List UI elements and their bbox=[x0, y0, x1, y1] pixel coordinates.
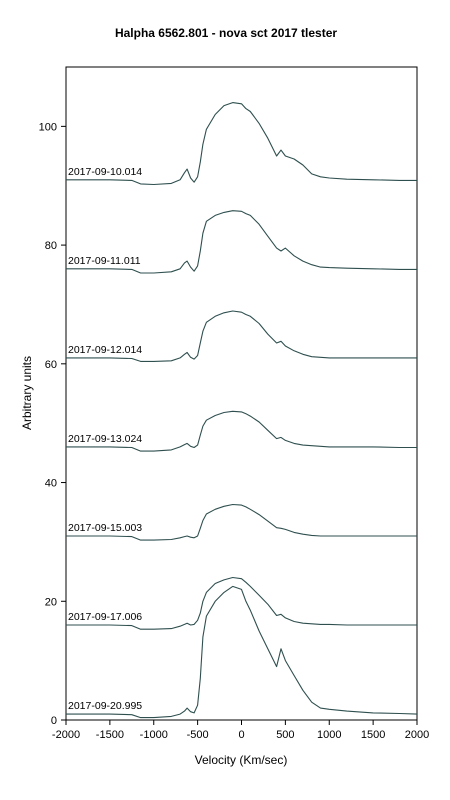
x-tick-label: 1000 bbox=[317, 729, 341, 741]
x-tick-label: -500 bbox=[187, 729, 209, 741]
spectra-labels: 2017-09-10.014 2017-09-11.011 2017-09-12.0… bbox=[68, 166, 142, 712]
spectrum-date-label: 2017-09-13.024 bbox=[68, 433, 142, 445]
axis-ticks: -2000 -1500 -1000 -500 0 500 1000 1500 2000 0 20 40… bbox=[39, 121, 430, 741]
y-tick-label: 100 bbox=[39, 121, 57, 133]
spectrum-date-label: 2017-09-12.014 bbox=[68, 344, 142, 356]
spectrum-date-label: 2017-09-20.995 bbox=[68, 700, 142, 712]
spectrum-line bbox=[66, 210, 417, 274]
chart-title: Halpha 6562.801 - nova sct 2017 tlester bbox=[115, 26, 337, 40]
spectra-series bbox=[66, 102, 418, 719]
y-tick-label: 40 bbox=[45, 478, 57, 490]
x-tick-label: -1500 bbox=[96, 729, 124, 741]
spectrum-line bbox=[66, 585, 418, 719]
x-tick-label: -1000 bbox=[140, 729, 168, 741]
x-tick-label: 500 bbox=[276, 729, 294, 741]
y-tick-label: 20 bbox=[45, 596, 57, 608]
spectrum-date-label: 2017-09-10.014 bbox=[68, 166, 142, 178]
x-tick-label: -2000 bbox=[52, 729, 80, 741]
y-axis-label: Arbitrary units bbox=[20, 356, 34, 430]
x-tick-label: 2000 bbox=[405, 729, 429, 741]
spectrum-line bbox=[66, 503, 417, 541]
spectrum-line bbox=[66, 410, 417, 452]
spectrum-line bbox=[66, 576, 417, 630]
spectrum-date-label: 2017-09-17.006 bbox=[68, 611, 142, 623]
x-axis-label: Velocity (Km/sec) bbox=[195, 753, 288, 767]
spectrum-date-label: 2017-09-15.003 bbox=[68, 522, 142, 534]
spectrum-line bbox=[66, 102, 417, 186]
y-tick-label: 80 bbox=[45, 240, 57, 252]
spectrum-date-label: 2017-09-11.011 bbox=[68, 255, 141, 267]
y-tick-label: 60 bbox=[45, 359, 57, 371]
x-tick-label: 1500 bbox=[361, 729, 385, 741]
y-tick-label: 0 bbox=[51, 715, 57, 727]
x-tick-label: 0 bbox=[238, 729, 244, 741]
spectrum-line bbox=[66, 310, 417, 362]
